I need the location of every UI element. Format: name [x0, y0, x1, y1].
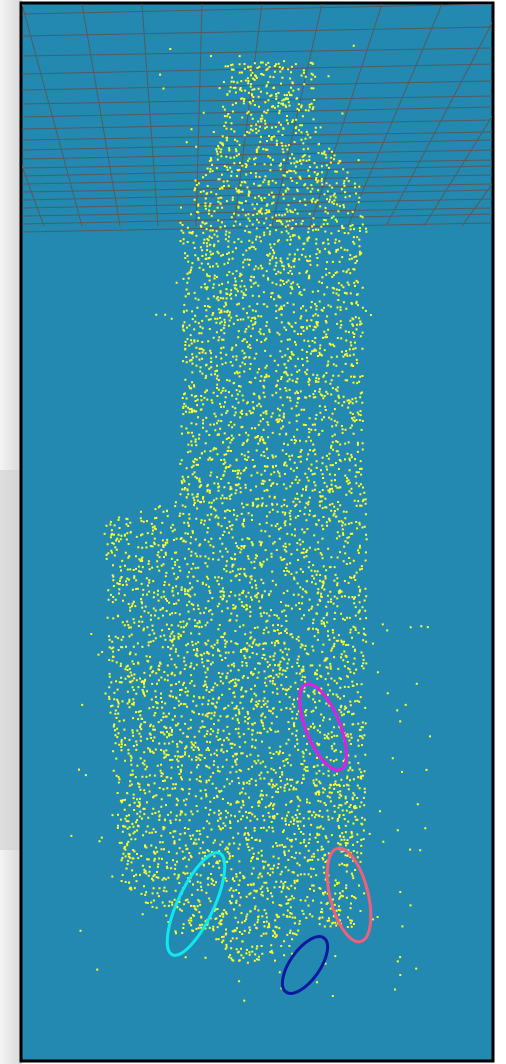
page: {} (() => { const NS = 'http://www.w3.or…: [0, 0, 506, 1064]
side-shadow: [0, 470, 22, 850]
viewport: [21, 3, 493, 1061]
point-cloud-viewer: [0, 0, 506, 1064]
